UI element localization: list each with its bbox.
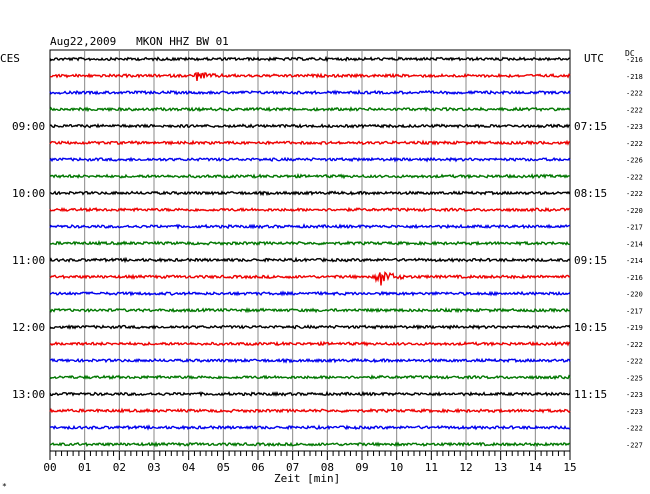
dc-offset-label: -227 (626, 441, 643, 449)
trace-row-3 (49, 106, 571, 113)
left-hour-label: 13:00 (12, 388, 45, 401)
dc-offset-label: -222 (626, 106, 643, 114)
x-tick-label: 14 (529, 461, 543, 474)
dc-offset-label: -222 (626, 173, 643, 181)
trace-row-6 (49, 156, 571, 163)
trace-row-16 (49, 324, 571, 331)
dc-offset-label: -222 (626, 140, 643, 148)
x-tick-label: 15 (563, 461, 576, 474)
trace-row-9 (49, 206, 571, 213)
trace-row-1 (49, 72, 571, 81)
x-tick-label: 03 (147, 461, 160, 474)
dc-offset-label: -217 (626, 224, 643, 232)
trace-row-13 (49, 271, 571, 286)
x-tick-label: 04 (182, 461, 196, 474)
x-axis-label: Zeit [min] (274, 472, 340, 485)
trace-row-8 (49, 190, 571, 197)
dc-offset-label: -214 (626, 240, 643, 248)
trace-row-18 (49, 357, 571, 364)
trace-row-17 (49, 340, 571, 347)
dc-offset-label: -216 (626, 56, 643, 64)
dc-offset-label: -216 (626, 274, 643, 282)
trace-row-23 (49, 441, 571, 448)
trace-row-14 (49, 290, 571, 297)
left-hour-label: 11:00 (12, 254, 45, 267)
dc-offset-label: -223 (626, 123, 643, 131)
dc-offset-label: -222 (626, 90, 643, 98)
trace-row-19 (49, 374, 571, 381)
x-tick-label: 00 (43, 461, 56, 474)
trace-row-4 (49, 123, 570, 130)
left-hour-label: 12:00 (12, 321, 45, 334)
dc-offset-label: -219 (626, 324, 643, 332)
x-tick-label: 06 (251, 461, 264, 474)
left-hour-label: 10:00 (12, 187, 45, 200)
dc-offset-label: -222 (626, 341, 643, 349)
trace-row-10 (49, 223, 571, 230)
traces (49, 55, 571, 448)
trace-row-7 (49, 173, 571, 180)
dc-offset-label: -218 (626, 73, 643, 81)
x-tick-label: 08 (321, 461, 334, 474)
x-tick-label: 13 (494, 461, 507, 474)
grid (49, 49, 571, 460)
x-tick-label: 05 (217, 461, 230, 474)
dc-offset-label: -220 (626, 207, 643, 215)
dc-offset-label: -225 (626, 374, 643, 382)
left-timezone-label: CES (0, 52, 20, 65)
x-tick-label: 07 (286, 461, 299, 474)
trace-row-2 (49, 89, 571, 96)
x-tick-label: 01 (78, 461, 91, 474)
dc-header-label: DC (625, 49, 635, 58)
labels: Aug22,2009 MKON HHZ BW 01 CES UTC DC Zei… (0, 35, 643, 491)
dc-offset-label: -226 (626, 157, 643, 165)
right-hour-label: 11:15 (574, 388, 607, 401)
dc-offset-label: -220 (626, 291, 643, 299)
left-hour-label: 09:00 (12, 120, 45, 133)
x-tick-label: 10 (390, 461, 403, 474)
trace-row-15 (49, 307, 571, 314)
trace-row-22 (49, 424, 571, 431)
right-timezone-label: UTC (584, 52, 604, 65)
right-hour-label: 09:15 (574, 254, 607, 267)
trace-row-0 (49, 55, 571, 63)
x-tick-label: 09 (355, 461, 368, 474)
x-tick-label: 11 (425, 461, 438, 474)
right-hour-label: 08:15 (574, 187, 607, 200)
trace-row-20 (49, 390, 571, 398)
trace-row-11 (49, 240, 571, 247)
dc-offset-label: -223 (626, 391, 643, 399)
dc-offset-label: -222 (626, 358, 643, 366)
dc-offset-label: -214 (626, 257, 643, 265)
chart-title: Aug22,2009 MKON HHZ BW 01 (50, 35, 229, 48)
footnote-mark: * (2, 482, 7, 491)
right-hour-label: 10:15 (574, 321, 607, 334)
trace-row-21 (49, 407, 571, 414)
dc-offset-label: -217 (626, 307, 643, 315)
dc-offset-label: -222 (626, 190, 643, 198)
trace-row-12 (49, 256, 571, 264)
dc-offset-label: -222 (626, 425, 643, 433)
trace-row-5 (49, 139, 571, 146)
right-hour-label: 07:15 (574, 120, 607, 133)
x-tick-label: 12 (459, 461, 472, 474)
dc-offset-label: -223 (626, 408, 643, 416)
x-tick-label: 02 (113, 461, 126, 474)
